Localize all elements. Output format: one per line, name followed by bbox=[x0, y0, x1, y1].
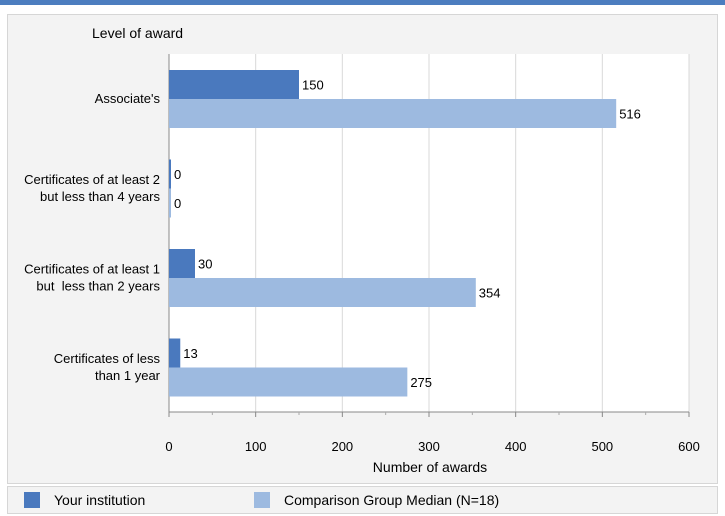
x-tick-label-5: 500 bbox=[591, 439, 613, 454]
category-label-3-1: than 1 year bbox=[95, 368, 161, 383]
category-label-3-0: Certificates of less bbox=[54, 351, 161, 366]
x-tick-label-6: 600 bbox=[678, 439, 700, 454]
category-label-0-0: Associate's bbox=[95, 91, 161, 106]
bars: 150 516 0 0 30 354 13 275 bbox=[169, 70, 641, 397]
legend-swatch-dark-blue bbox=[24, 492, 40, 508]
data-label-s1-c0: 516 bbox=[619, 107, 641, 122]
bar-s0-c3 bbox=[169, 338, 181, 368]
data-label-s1-c3: 275 bbox=[410, 375, 432, 390]
top-accent-rule bbox=[0, 0, 725, 5]
legend-label: Comparison Group Median (N=18) bbox=[284, 492, 500, 508]
bar-s1-c0 bbox=[169, 99, 617, 128]
bar-s1-c3 bbox=[169, 367, 408, 397]
data-label-s0-c3: 13 bbox=[183, 346, 197, 361]
category-label-2-1: but less than 2 years bbox=[36, 279, 160, 294]
legend-item-comparison-median: Comparison Group Median (N=18) bbox=[254, 492, 499, 508]
bar-s0-c2 bbox=[169, 249, 195, 278]
data-label-s0-c2: 30 bbox=[198, 257, 212, 272]
legend-label: Your institution bbox=[54, 492, 146, 508]
x-tick-label-4: 400 bbox=[505, 439, 527, 454]
category-label-2-0: Certificates of at least 1 bbox=[24, 262, 160, 277]
data-label-s0-c0: 150 bbox=[302, 78, 324, 93]
bar-s1-c2 bbox=[169, 278, 476, 307]
x-tick-label-1: 100 bbox=[245, 439, 267, 454]
legend-item-your-institution: Your institution bbox=[24, 492, 145, 508]
data-label-s1-c2: 354 bbox=[479, 286, 501, 301]
bar-chart: Level of award 150 516 0 0 30 354 13 275 Associ… bbox=[24, 25, 700, 475]
x-axis-title: Number of awards bbox=[373, 459, 487, 475]
data-label-s0-c1: 0 bbox=[174, 167, 181, 182]
category-labels: Associate's Certificates of at least 2 but… bbox=[24, 91, 161, 383]
legend-swatch-light-blue bbox=[254, 492, 270, 508]
bar-s0-c0 bbox=[169, 70, 299, 99]
x-axis-ticks: 0 100 200 300 400 500 600 bbox=[165, 412, 700, 454]
bar-s1-c1 bbox=[169, 188, 171, 218]
category-label-1-0: Certificates of at least 2 bbox=[24, 172, 160, 187]
chart-title: Level of award bbox=[92, 25, 183, 41]
x-tick-label-3: 300 bbox=[418, 439, 440, 454]
legend: Your institution Comparison Group Median… bbox=[7, 486, 718, 514]
category-label-1-1: but less than 4 years bbox=[40, 189, 160, 204]
bar-s0-c1 bbox=[169, 159, 171, 189]
data-label-s1-c1: 0 bbox=[174, 196, 181, 211]
x-tick-label-2: 200 bbox=[331, 439, 353, 454]
x-tick-label-0: 0 bbox=[165, 439, 172, 454]
